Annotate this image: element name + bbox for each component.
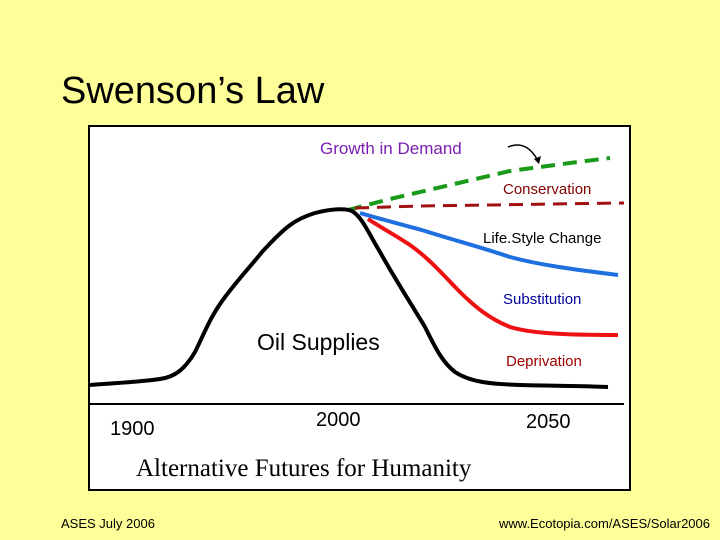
year-label-2050: 2050 [526, 411, 571, 433]
lifestyle-change-curve [359, 211, 619, 277]
label-oil-supplies: Oil Supplies [257, 329, 380, 355]
footer-right: www.Ecotopia.com/ASES/Solar2006 [499, 516, 710, 531]
growth-in-demand-curve [347, 156, 611, 212]
label-growth-in-demand: Growth in Demand [320, 139, 462, 158]
label-deprivation: Deprivation [506, 353, 582, 370]
label-conservation: Conservation [503, 181, 591, 198]
growth-arrow-line [507, 144, 539, 162]
diagram-figure: Growth in Demand Conservation Life.Style… [88, 125, 631, 491]
slide-title: Swenson’s Law [61, 70, 325, 112]
label-lifestyle-change: Life.Style Change [483, 230, 601, 247]
oil-futures-diagram: Growth in Demand Conservation Life.Style… [90, 139, 625, 482]
growth-arrowhead [534, 156, 541, 164]
figure-caption: Alternative Futures for Humanity [136, 455, 472, 482]
year-label-1900: 1900 [110, 418, 155, 440]
conservation-curve [354, 201, 625, 210]
label-substitution: Substitution [503, 291, 581, 308]
substitution-curve [366, 217, 619, 337]
year-label-2000: 2000 [316, 409, 361, 431]
footer-left: ASES July 2006 [61, 516, 155, 531]
oil-supplies-curve [90, 207, 609, 389]
